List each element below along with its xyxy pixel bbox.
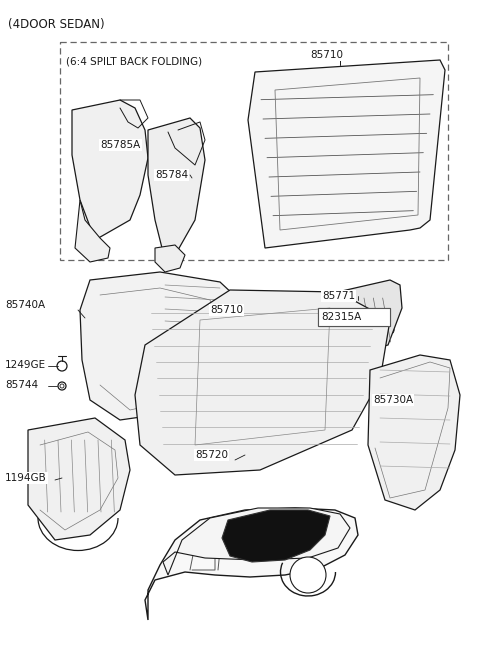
Polygon shape	[80, 272, 240, 420]
Polygon shape	[148, 118, 205, 260]
Bar	[318, 308, 390, 326]
Circle shape	[41, 451, 48, 459]
Text: 1194GB: 1194GB	[5, 473, 47, 483]
Polygon shape	[145, 508, 358, 620]
Polygon shape	[28, 418, 130, 540]
Bar	[204, 562, 216, 567]
Text: 85710: 85710	[310, 50, 343, 60]
Polygon shape	[72, 100, 148, 240]
Polygon shape	[163, 508, 350, 575]
Polygon shape	[318, 280, 402, 360]
Circle shape	[290, 557, 326, 593]
Text: 82315A: 82315A	[321, 312, 361, 322]
Polygon shape	[75, 200, 110, 262]
Circle shape	[58, 382, 66, 390]
Text: 1249GE: 1249GE	[5, 360, 46, 370]
Text: (4DOOR SEDAN): (4DOOR SEDAN)	[8, 18, 105, 31]
Bar	[60, 42, 448, 260]
Text: 85771: 85771	[322, 291, 355, 301]
Polygon shape	[135, 290, 390, 475]
Circle shape	[386, 326, 394, 334]
Bar	[318, 308, 390, 326]
Text: 85740A: 85740A	[5, 300, 45, 310]
Text: 85784: 85784	[155, 170, 188, 180]
Text: 82315A: 82315A	[322, 310, 362, 320]
Circle shape	[435, 425, 445, 435]
Polygon shape	[228, 294, 342, 352]
Polygon shape	[222, 510, 330, 562]
Text: 85720: 85720	[195, 450, 228, 460]
Text: 85744: 85744	[5, 380, 38, 390]
Polygon shape	[248, 60, 445, 248]
Polygon shape	[155, 245, 185, 272]
Circle shape	[47, 506, 53, 514]
Polygon shape	[368, 355, 460, 510]
Text: (6:4 SPILT BACK FOLDING): (6:4 SPILT BACK FOLDING)	[66, 56, 202, 66]
Text: 85710: 85710	[210, 305, 243, 315]
Text: 85785A: 85785A	[100, 140, 140, 150]
Text: 85730A: 85730A	[373, 395, 413, 405]
